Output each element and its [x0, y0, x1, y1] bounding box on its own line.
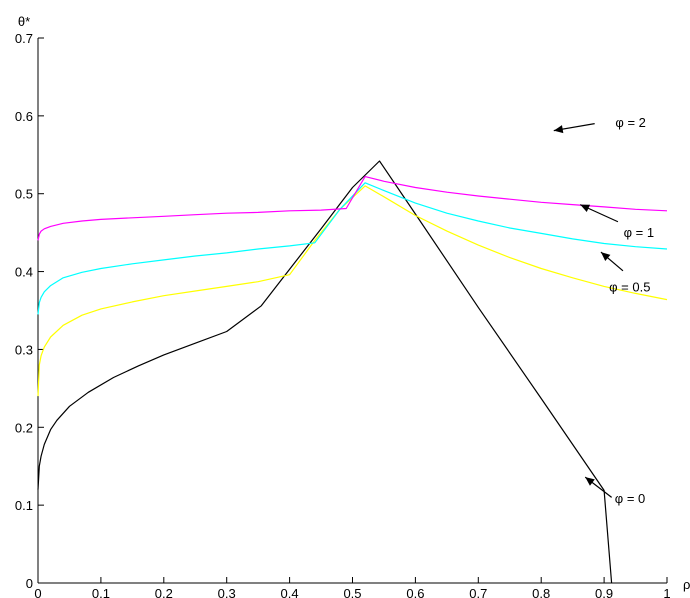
series-layer	[37, 160, 668, 584]
arrowhead-icon	[585, 477, 595, 486]
y-tick-label: 0.6	[15, 109, 33, 124]
y-tick-label: 0	[26, 576, 33, 591]
series-line-3	[37, 176, 668, 241]
x-tick-label: 0.1	[92, 586, 110, 598]
x-tick-label: 0.6	[406, 586, 424, 598]
x-tick-label: 0.4	[281, 586, 299, 598]
y-tick-label: 0.5	[15, 187, 33, 202]
x-tick-label: 1	[663, 586, 670, 598]
y-axis-label: θ*	[18, 14, 30, 29]
x-tick-label: 0.9	[595, 586, 613, 598]
x-tick-label: 0.5	[343, 586, 361, 598]
y-tick-label: 0.1	[15, 498, 33, 513]
annotation-label: φ = 2	[615, 115, 645, 130]
series-line-1	[37, 185, 668, 397]
annotation-layer: φ = 2 φ = 1 φ = 0.5 φ = 0	[553, 115, 654, 506]
y-tick-label: 0.3	[15, 342, 33, 357]
series-line-0	[37, 160, 613, 584]
y-tick-label: 0.7	[15, 31, 33, 46]
series-line-2	[37, 182, 668, 315]
x-tick-label: 0.2	[155, 586, 173, 598]
x-tick-label: 0	[34, 586, 41, 598]
ticks: 0 0.1 0.2 0.3 0.4 0.5 0.6 0.7 0.8 0.9 1 0 0.1 0.2 0.3 0…	[15, 31, 671, 598]
annotation-label: φ = 0	[615, 491, 645, 506]
arrowhead-icon	[600, 252, 611, 261]
x-tick-label: 0.8	[532, 586, 550, 598]
y-tick-label: 0.2	[15, 420, 33, 435]
arrowhead-icon	[580, 204, 591, 212]
x-tick-label: 0.3	[218, 586, 236, 598]
annotation-label: φ = 1	[624, 225, 654, 240]
x-axis-label: ρ	[683, 577, 690, 592]
x-tick-label: 0.7	[469, 586, 487, 598]
arrowhead-icon	[553, 125, 564, 134]
y-tick-label: 0.4	[15, 265, 33, 280]
annotation-label: φ = 0.5	[609, 279, 650, 294]
axes	[37, 38, 667, 584]
